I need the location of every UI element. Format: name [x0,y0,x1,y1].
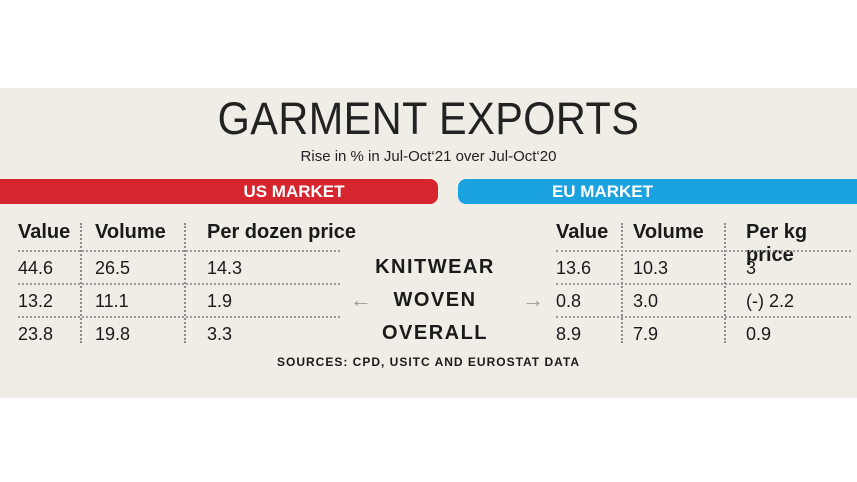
eu-market-banner: EU MARKET [458,179,857,204]
us-cell: 11.1 [95,291,129,311]
us-row-rule [18,316,340,318]
subtitle: Rise in % in Jul-Oct‘21 over Jul-Oct‘20 [300,148,557,165]
eu-row-rule [556,250,851,252]
eu-col-value: Value [556,221,609,243]
eu-cell: 10.3 [633,258,669,278]
eu-cell: 3.0 [633,291,659,311]
eu-cell: 7.9 [633,324,659,344]
category-knitwear: KNITWEAR [375,256,495,278]
arrow-left-icon: ← [350,287,372,312]
sources-note: SOURCES: CPD, USITC AND EUROSTAT DATA [277,355,580,369]
us-col-value: Value [18,221,71,243]
us-cell: 19.8 [95,324,131,344]
eu-row-rule [556,316,851,318]
infographic-panel: GARMENT EXPORTS Rise in % in Jul-Oct‘21 … [0,88,857,398]
eu-cell: 13.6 [556,258,592,278]
us-cell: 26.5 [95,258,131,278]
us-col-volume: Volume [95,221,166,243]
us-market-banner: US MARKET [0,179,438,204]
us-cell: 1.9 [207,291,233,311]
eu-cell: 0.9 [746,324,772,344]
us-cell: 3.3 [207,324,233,344]
eu-cell: 0.8 [556,291,582,311]
eu-cell: (-) 2.2 [746,291,795,311]
us-cell: 23.8 [18,324,54,344]
eu-cell: 8.9 [556,324,582,344]
us-cell: 14.3 [207,258,243,278]
eu-col-price: Per kg price [746,221,808,266]
us-row-rule [18,283,340,285]
us-cell: 44.6 [18,258,54,278]
arrow-right-icon: → [522,287,544,312]
us-market-label: US MARKET [243,182,345,201]
category-woven: WOVEN [393,289,477,311]
us-row-rule [18,250,340,252]
eu-cell: 3 [746,258,757,278]
eu-market-label: EU MARKET [551,182,654,201]
page-title: GARMENT EXPORTS [217,93,640,144]
us-cell: 13.2 [18,291,54,311]
us-col-price: Per dozen price [207,221,356,243]
eu-col-volume: Volume [633,221,704,243]
category-overall: OVERALL [381,322,489,344]
eu-row-rule [556,283,851,285]
